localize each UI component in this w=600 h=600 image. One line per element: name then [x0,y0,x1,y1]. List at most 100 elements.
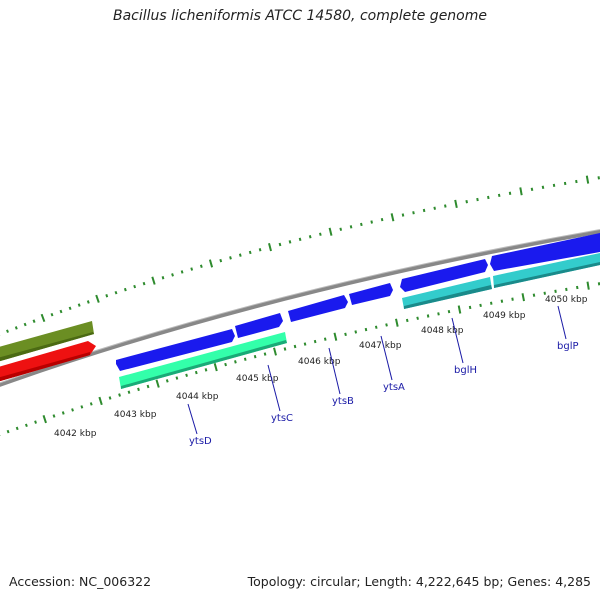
minor-tick [554,289,557,293]
minor-tick [532,293,536,297]
minor-tick [258,248,262,252]
kbp-label-4046: 4046 kbp [298,357,341,367]
minor-tick [248,250,252,255]
minor-tick [364,327,368,332]
minor-tick [308,235,312,239]
minor-tick [243,357,247,361]
minor-tick [298,237,302,242]
minor-tick [23,322,27,327]
minor-tick [511,297,514,301]
major-tick [155,379,160,388]
minor-tick [412,211,415,215]
minor-tick [175,376,179,380]
minor-tick [194,370,198,375]
minor-tick [426,314,430,318]
kbp-label-4043: 4043 kbp [114,410,157,420]
minor-tick [487,195,490,200]
minor-tick [185,373,188,377]
minor-tick [80,405,84,409]
minor-tick [500,299,504,303]
genome-backbone [0,229,600,387]
major-tick [95,294,100,303]
gene-label-bglP: bglP [557,341,579,352]
major-tick [521,293,525,302]
minor-tick [283,347,287,351]
major-tick [273,347,277,356]
minor-tick [380,217,384,222]
kbp-label-4050: 4050 kbp [545,295,588,305]
minor-tick [263,352,267,356]
minor-tick [323,337,327,341]
leader-bglH [451,317,464,364]
minor-tick [77,303,81,307]
minor-tick [142,281,146,286]
cds-bar-cyan-2 [493,253,600,288]
minor-tick [50,312,54,317]
major-tick [454,199,458,208]
gene-labels: ytsD ytsC ytsB ytsA bglH bglP [189,341,579,447]
minor-tick [303,342,307,346]
minor-tick [24,423,28,428]
minor-tick [354,330,358,334]
major-tick [213,363,218,372]
gene-arrow-bglP [490,233,600,271]
minor-tick [468,305,472,310]
minor-tick [165,379,169,383]
minor-tick [597,282,600,286]
minor-tick [405,318,409,323]
cds-bar-mint-shade [121,340,287,389]
major-tick [395,318,399,327]
minor-tick [123,287,127,292]
genome-title: Bacillus licheniformis ATCC 14580, compl… [113,8,487,24]
minor-tick [171,273,174,277]
major-tick [328,227,333,236]
minor-tick [444,204,447,208]
minor-tick [422,208,426,213]
minor-tick [89,402,93,406]
gene-label-ytsD: ytsD [189,436,212,447]
outer-tick-ring [0,175,600,336]
minor-tick [416,316,419,320]
minor-tick [190,267,194,271]
minor-tick [339,227,343,231]
minor-tick [344,332,347,337]
kbp-label-4045: 4045 kbp [236,374,279,384]
minor-tick [437,312,440,316]
gene-arrow-ytsA [349,283,393,305]
gene-arrow-ytsD [116,329,235,371]
minor-tick [552,183,556,187]
minor-tick [180,270,184,274]
leader-bglP [557,305,567,340]
minor-tick [238,253,242,257]
minor-tick [133,284,137,289]
minor-tick [146,384,150,389]
kbp-label-4049: 4049 kbp [483,311,526,321]
cds-bar-cyan-1 [402,277,492,309]
red-feature-shade [0,352,90,382]
gene-arrow-ytsC [235,313,283,338]
minor-tick [68,306,72,311]
gene-leader-lines [187,305,567,435]
gene-arrow-ytsB [288,295,348,322]
cds-bar-cyan-2-shade [494,262,600,288]
minor-tick [199,264,203,268]
minor-tick [118,393,121,397]
minor-tick [401,213,405,217]
major-tick [519,187,523,196]
leader-ytsA [380,335,393,381]
minor-tick [59,309,63,314]
major-tick [42,414,47,424]
minor-tick [127,390,131,394]
minor-tick [385,323,388,327]
genome-summary-label: Topology: circular; Length: 4,222,645 bp… [247,574,591,589]
minor-tick [219,258,223,263]
cds-bar-cyan-1-shade [404,285,492,309]
minor-tick [370,220,373,224]
kbp-label-4048: 4048 kbp [421,326,464,336]
minor-tick [447,309,451,314]
major-tick [457,305,462,314]
minor-tick [565,287,568,292]
minor-tick [6,429,10,434]
minor-tick [108,396,112,400]
